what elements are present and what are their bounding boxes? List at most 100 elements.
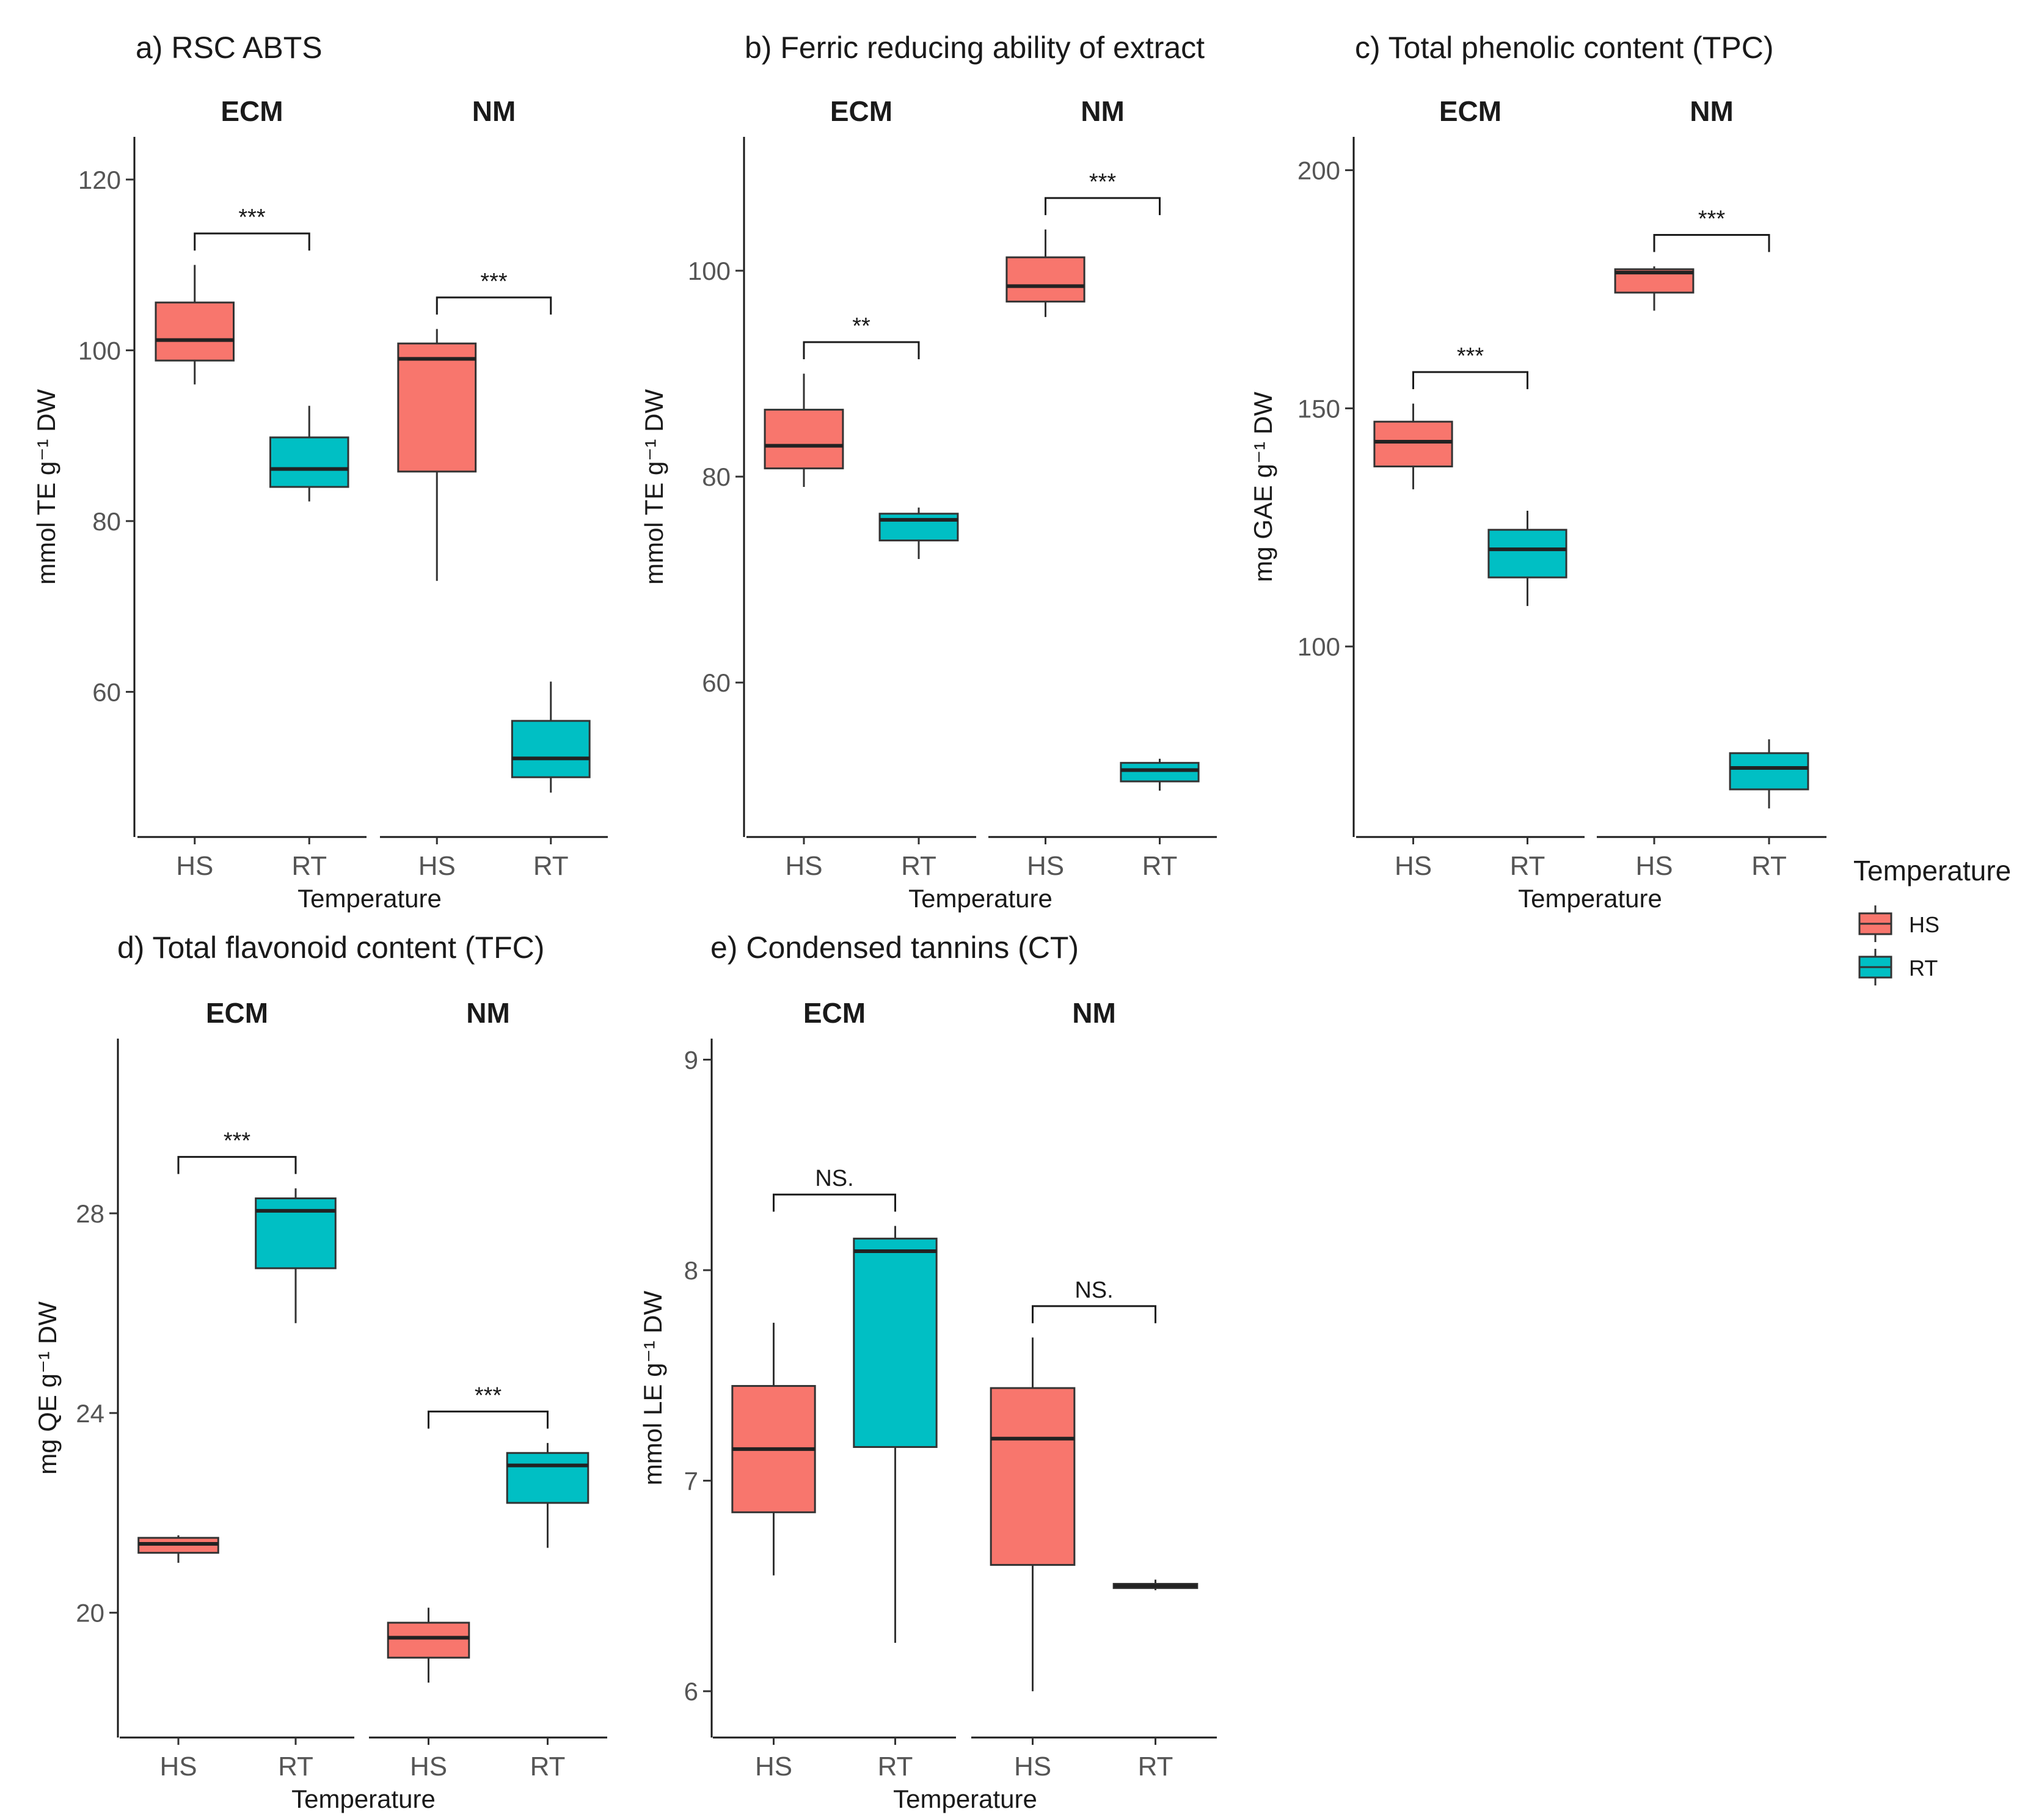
- boxplot-hs: [387, 1607, 470, 1683]
- x-tick-label: HS: [176, 851, 213, 881]
- boxplot-rt: [1120, 758, 1200, 791]
- box-iqr: [1729, 752, 1809, 791]
- x-tick-label: HS: [418, 851, 456, 881]
- box-iqr: [853, 1237, 938, 1448]
- legend-entry-hs: HS: [1858, 905, 1939, 942]
- x-tick-label: RT: [278, 1752, 313, 1782]
- x-axis-title: Temperature: [893, 1785, 1037, 1813]
- bracket-line: [773, 1193, 896, 1212]
- bracket-line: [1412, 371, 1528, 390]
- boxplot-rt: [269, 406, 349, 502]
- significance-bracket: ***: [194, 205, 310, 251]
- box-iqr: [155, 301, 235, 362]
- y-tick-label: 6: [684, 1677, 698, 1706]
- y-tick-label: 24: [76, 1399, 104, 1428]
- bracket-line: [436, 296, 552, 315]
- boxplot-hs: [731, 1323, 816, 1576]
- x-tick-label: RT: [291, 851, 327, 881]
- x-tick-label: RT: [1138, 1752, 1173, 1782]
- bracket-line: [1045, 197, 1161, 216]
- y-tick-label: 60: [702, 668, 731, 697]
- box-iqr: [255, 1197, 337, 1270]
- boxplot-hs: [764, 373, 844, 487]
- boxplot-hs: [990, 1337, 1076, 1692]
- x-tick-label: RT: [533, 851, 569, 881]
- significance-bracket: ***: [1412, 343, 1528, 390]
- y-tick-label: 80: [92, 507, 121, 536]
- x-tick-label: HS: [1027, 851, 1064, 881]
- facet-ecm: ECM HS RT ***: [137, 95, 367, 881]
- facet-strip-label: ECM: [206, 997, 268, 1029]
- panel-title: c) Total phenolic content (TPC): [1355, 31, 1774, 65]
- boxplot-hs: [155, 265, 235, 385]
- significance-bracket: ***: [1653, 206, 1770, 252]
- facet-ecm: ECM HS RT ***: [1356, 95, 1585, 881]
- bracket-line: [1653, 233, 1770, 252]
- boxplot-rt: [1487, 510, 1567, 606]
- panel-5: e) Condensed tannins (CT) 6 7 8 9 mmol LE g⁻¹…: [638, 930, 1217, 1813]
- significance-label: ***: [224, 1128, 251, 1154]
- y-tick-label: 60: [92, 678, 121, 706]
- boxplot-rt: [511, 681, 591, 793]
- x-tick-label: HS: [755, 1752, 792, 1782]
- y-axis-label: mg GAE g⁻¹ DW: [1249, 392, 1277, 582]
- facet-nm: NM HS RT ***: [380, 95, 608, 881]
- legend-entry-rt: RT: [1858, 949, 1938, 985]
- facet-ecm: ECM HS RT ***: [120, 997, 354, 1782]
- facet-nm: NM HS RT ***: [988, 95, 1217, 881]
- facet-strip-label: ECM: [221, 95, 283, 127]
- y-tick-label: 8: [684, 1256, 698, 1285]
- y-axis-label: mg QE g⁻¹ DW: [33, 1301, 62, 1475]
- boxplot-hs: [1614, 266, 1695, 311]
- panel-4: d) Total flavonoid content (TFC) 20 24 28 mg…: [33, 930, 607, 1813]
- y-tick-label: 120: [78, 166, 121, 194]
- box-iqr: [506, 1452, 589, 1504]
- x-axis-title: Temperature: [297, 884, 442, 913]
- y-tick-label: 28: [76, 1199, 104, 1228]
- facet-strip-label: ECM: [803, 997, 866, 1029]
- box-iqr: [269, 436, 349, 488]
- x-tick-label: HS: [1014, 1752, 1051, 1782]
- box-iqr: [764, 409, 844, 470]
- legend-label-hs: HS: [1909, 912, 1939, 937]
- box-iqr: [511, 720, 591, 778]
- box-iqr: [397, 342, 477, 473]
- y-tick-label: 7: [684, 1467, 698, 1496]
- boxplot-rt: [506, 1442, 589, 1548]
- facet-strip-label: NM: [1081, 95, 1125, 127]
- x-tick-label: HS: [1635, 851, 1673, 881]
- x-tick-label: HS: [410, 1752, 447, 1782]
- bracket-line: [177, 1156, 297, 1174]
- boxplot-rt: [853, 1226, 938, 1643]
- x-tick-label: HS: [159, 1752, 197, 1782]
- facet-strip-label: NM: [472, 95, 516, 127]
- significance-label: ***: [1089, 169, 1117, 195]
- x-axis-title: Temperature: [1518, 884, 1662, 913]
- facet-strip-label: NM: [466, 997, 510, 1029]
- bracket-line: [803, 341, 920, 360]
- y-tick-label: 20: [76, 1599, 104, 1628]
- boxplot-rt: [1112, 1579, 1199, 1590]
- y-tick-label: 100: [688, 257, 731, 285]
- x-tick-label: RT: [878, 1752, 913, 1782]
- boxplot-hs: [1005, 229, 1086, 317]
- box-iqr: [1373, 420, 1453, 467]
- significance-bracket: NS.: [1032, 1277, 1156, 1323]
- x-tick-label: HS: [1395, 851, 1432, 881]
- x-tick-label: RT: [530, 1752, 566, 1782]
- significance-label: ***: [480, 269, 508, 294]
- y-tick-label: 150: [1297, 394, 1340, 423]
- panel-3: c) Total phenolic content (TPC) 100 150 200…: [1249, 31, 1826, 913]
- legend-label-rt: RT: [1909, 956, 1938, 981]
- significance-label: NS.: [815, 1166, 853, 1191]
- y-axis-label: mmol TE g⁻¹ DW: [640, 389, 668, 585]
- boxplot-rt: [1729, 739, 1809, 809]
- significance-bracket: ***: [428, 1383, 549, 1429]
- box-iqr: [1120, 762, 1200, 783]
- panel-title: d) Total flavonoid content (TFC): [117, 930, 544, 965]
- legend-title: Temperature: [1853, 855, 2011, 886]
- significance-bracket: ***: [177, 1128, 297, 1174]
- x-tick-label: RT: [901, 851, 936, 881]
- boxplot-hs: [1373, 403, 1453, 489]
